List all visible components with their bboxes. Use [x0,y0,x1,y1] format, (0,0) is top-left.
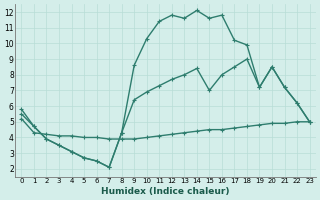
X-axis label: Humidex (Indice chaleur): Humidex (Indice chaleur) [101,187,230,196]
